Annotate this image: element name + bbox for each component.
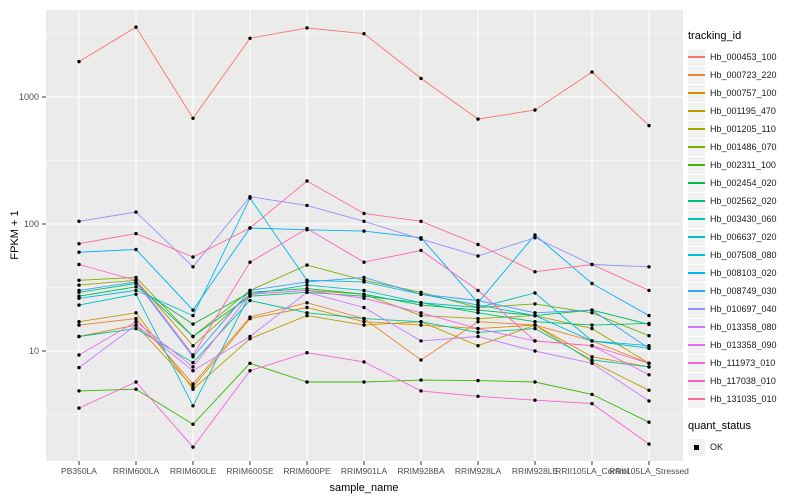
legend-key-line-icon bbox=[688, 246, 705, 264]
legend-item-Hb_010697_040: Hb_010697_040 bbox=[688, 300, 777, 318]
legend-item-Hb_007508_080: Hb_007508_080 bbox=[688, 246, 777, 264]
legend-key-line-icon bbox=[688, 354, 705, 372]
legend-key-line-icon bbox=[688, 282, 705, 300]
legend-item-Hb_000453_100: Hb_000453_100 bbox=[688, 48, 777, 66]
legend-item-label: Hb_000757_100 bbox=[710, 88, 777, 98]
legend-key-line-icon bbox=[688, 318, 705, 336]
legend-item-Hb_002311_100: Hb_002311_100 bbox=[688, 156, 777, 174]
y-tick-labels: 10 100 1000 bbox=[19, 92, 39, 356]
legend-item-Hb_001486_070: Hb_001486_070 bbox=[688, 138, 777, 156]
legend-item-Hb_002562_020: Hb_002562_020 bbox=[688, 192, 777, 210]
svg-text:RRIM600SE: RRIM600SE bbox=[226, 466, 274, 476]
svg-text:RRIM928LA: RRIM928LA bbox=[455, 466, 502, 476]
legend-key-line-icon bbox=[688, 120, 705, 138]
legend-item-label: Hb_002562_020 bbox=[710, 196, 777, 206]
legend-key-line-icon bbox=[688, 174, 705, 192]
legend-key-line-icon bbox=[688, 372, 705, 390]
legend-item-label: Hb_006637_020 bbox=[710, 232, 777, 242]
svg-text:100: 100 bbox=[24, 219, 39, 229]
legend-item-Hb_008103_020: Hb_008103_020 bbox=[688, 264, 777, 282]
legend-items-quant-status: OK bbox=[688, 438, 777, 456]
legend-item-label: OK bbox=[710, 442, 724, 452]
legend-item-label: Hb_000453_100 bbox=[710, 52, 777, 62]
legend-item-label: Hb_001195_470 bbox=[710, 106, 776, 116]
legend-item-label: Hb_013358_090 bbox=[710, 340, 777, 350]
legend-item-label: Hb_117038_010 bbox=[710, 376, 776, 386]
legend-item-Hb_117038_010: Hb_117038_010 bbox=[688, 372, 777, 390]
legend-item-label: Hb_131035_010 bbox=[710, 394, 777, 404]
legend-key-line-icon bbox=[688, 336, 705, 354]
legend-key-line-icon bbox=[688, 84, 705, 102]
legend-item-Hb_000723_220: Hb_000723_220 bbox=[688, 66, 777, 84]
legend-item-label: Hb_111973_010 bbox=[710, 358, 776, 368]
legend-key-line-icon bbox=[688, 210, 705, 228]
legend-item-Hb_001195_470: Hb_001195_470 bbox=[688, 102, 777, 120]
legend-key-line-icon bbox=[688, 138, 705, 156]
legend-key-point-icon bbox=[688, 438, 705, 456]
legend-item-Hb_013358_090: Hb_013358_090 bbox=[688, 336, 777, 354]
svg-text:RRIM600LA: RRIM600LA bbox=[113, 466, 160, 476]
legend-key-line-icon bbox=[688, 390, 705, 408]
legend-item-quant-OK: OK bbox=[688, 438, 777, 456]
legend-key-line-icon bbox=[688, 66, 705, 84]
legend-items-tracking-id: Hb_000453_100 Hb_000723_220 Hb_000757_10… bbox=[688, 48, 777, 408]
legend-item-label: Hb_001205_110 bbox=[710, 124, 776, 134]
data-points bbox=[77, 25, 651, 449]
svg-text:RRII105LA_Stressed: RRII105LA_Stressed bbox=[609, 466, 689, 476]
legend-item-label: Hb_003430_060 bbox=[710, 214, 777, 224]
legend-item-Hb_013358_080: Hb_013358_080 bbox=[688, 318, 777, 336]
legend-item-Hb_000757_100: Hb_000757_100 bbox=[688, 84, 777, 102]
svg-text:RRIM600LE: RRIM600LE bbox=[170, 466, 217, 476]
legend-item-Hb_111973_010: Hb_111973_010 bbox=[688, 354, 777, 372]
legend-item-label: Hb_013358_080 bbox=[710, 322, 777, 332]
svg-text:10: 10 bbox=[29, 346, 39, 356]
legend-title-quant-status: quant_status bbox=[688, 420, 751, 432]
svg-text:RRIM928LE: RRIM928LE bbox=[512, 466, 559, 476]
legend-item-Hb_002454_020: Hb_002454_020 bbox=[688, 174, 777, 192]
legend-item-Hb_001205_110: Hb_001205_110 bbox=[688, 120, 777, 138]
legend-key-line-icon bbox=[688, 156, 705, 174]
svg-text:RRIM901LA: RRIM901LA bbox=[341, 466, 388, 476]
legend-item-label: Hb_001486_070 bbox=[710, 142, 777, 152]
x-tick-labels: PB350LA RRIM600LA RRIM600LE RRIM600SE RRIM60… bbox=[61, 466, 689, 476]
legend-title-tracking-id: tracking_id bbox=[688, 30, 742, 42]
svg-text:RRII105LA_Control: RRII105LA_Control bbox=[555, 466, 629, 476]
legend-item-label: Hb_002311_100 bbox=[710, 160, 776, 170]
svg-text:1000: 1000 bbox=[19, 92, 39, 102]
legend-key-line-icon bbox=[688, 192, 705, 210]
svg-text:PB350LA: PB350LA bbox=[61, 466, 97, 476]
legend-item-label: Hb_007508_080 bbox=[710, 250, 777, 260]
legend-item-Hb_006637_020: Hb_006637_020 bbox=[688, 228, 777, 246]
legend-key-line-icon bbox=[688, 228, 705, 246]
legend-panel: tracking_id Hb_000453_100 Hb_000723_220 … bbox=[688, 30, 777, 456]
legend-key-line-icon bbox=[688, 48, 705, 66]
legend-item-label: Hb_002454_020 bbox=[710, 178, 777, 188]
legend-item-label: Hb_010697_040 bbox=[710, 304, 777, 314]
legend-item-Hb_131035_010: Hb_131035_010 bbox=[688, 390, 777, 408]
svg-text:RRIM600PE: RRIM600PE bbox=[283, 466, 331, 476]
legend-item-Hb_008749_030: Hb_008749_030 bbox=[688, 282, 777, 300]
legend-key-line-icon bbox=[688, 300, 705, 318]
legend-item-Hb_003430_060: Hb_003430_060 bbox=[688, 210, 777, 228]
y-axis-title: FPKM + 1 bbox=[9, 210, 21, 260]
axis-ticks bbox=[42, 96, 650, 465]
legend-item-label: Hb_008103_020 bbox=[710, 268, 777, 278]
x-axis-title: sample_name bbox=[329, 482, 399, 494]
legend-item-label: Hb_000723_220 bbox=[710, 70, 777, 80]
legend-key-line-icon bbox=[688, 264, 705, 282]
svg-text:RRIM928BA: RRIM928BA bbox=[397, 466, 445, 476]
legend-key-line-icon bbox=[688, 102, 705, 120]
legend-item-label: Hb_008749_030 bbox=[710, 286, 777, 296]
